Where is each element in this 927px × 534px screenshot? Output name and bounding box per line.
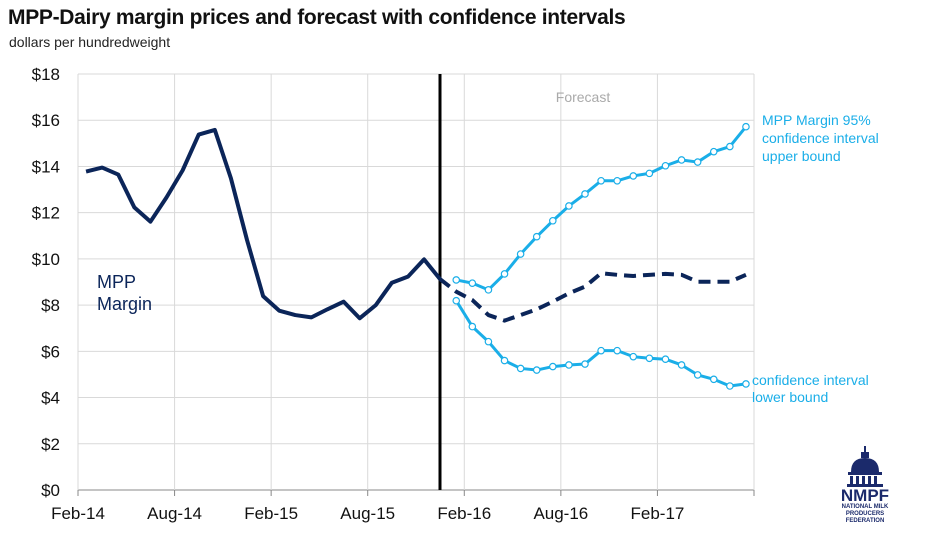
data-point (516, 250, 525, 258)
data-point (661, 161, 670, 170)
data-point (726, 142, 734, 151)
chart-title: MPP-Dairy margin prices and forecast wit… (8, 6, 626, 29)
data-point (677, 361, 686, 369)
data-point (629, 352, 638, 361)
chart-subtitle: dollars per hundredweight (9, 34, 171, 50)
series-line-1 (438, 271, 747, 323)
x-tick-label: Feb-16 (437, 504, 491, 523)
x-tick-label: Feb-14 (51, 504, 105, 523)
data-point (742, 380, 750, 388)
data-point (581, 360, 589, 368)
data-point (645, 354, 654, 363)
logo-line1: NATIONAL MILK (841, 504, 889, 510)
logo-name: NMPF (840, 486, 890, 505)
data-point (726, 382, 734, 390)
y-tick-label: $0 (41, 481, 60, 500)
series-line-0 (85, 127, 442, 321)
data-point (709, 147, 718, 156)
data-point (484, 286, 493, 294)
data-point (452, 276, 461, 284)
data-point (693, 371, 702, 379)
y-tick-label: $4 (41, 389, 60, 408)
y-tick-label: $12 (32, 204, 60, 223)
annotation-lower-bound: confidence interval lower bound (752, 372, 873, 405)
data-point (645, 169, 654, 178)
logo-line2: PRODUCERS FEDERATION (845, 511, 885, 524)
series-line-3 (454, 299, 747, 388)
data-point (549, 362, 557, 371)
data-point (468, 279, 477, 287)
y-tick-label: $6 (41, 342, 60, 361)
data-point (677, 156, 686, 164)
x-tick-label: Aug-16 (533, 504, 588, 523)
y-tick-label: $8 (41, 296, 60, 315)
data-point (693, 158, 702, 166)
data-point (597, 176, 605, 185)
data-point (709, 375, 718, 384)
data-point (661, 355, 670, 363)
data-point (565, 361, 573, 369)
data-point (532, 366, 541, 374)
y-tick-label: $16 (32, 111, 60, 130)
y-tick-label: $10 (32, 250, 60, 269)
forecast-label: Forecast (556, 89, 611, 105)
series-line-2 (455, 125, 748, 292)
data-point (549, 216, 557, 225)
data-point (468, 322, 477, 331)
data-point (484, 337, 493, 346)
annotation-mpp-margin: MPP Margin (97, 272, 152, 314)
data-point (742, 122, 750, 131)
data-point (452, 296, 461, 305)
y-tick-label: $2 (41, 435, 60, 454)
data-point (581, 190, 589, 198)
annotation-upper-bound: MPP Margin 95% confidence interval upper… (762, 112, 883, 164)
data-point (500, 356, 509, 365)
capitol-dome-icon (847, 446, 883, 487)
y-tick-label: $14 (32, 157, 60, 176)
x-tick-label: Feb-15 (244, 504, 298, 523)
data-point (597, 346, 605, 355)
nmpf-logo: NMPF NATIONAL MILK PRODUCERS FEDERATION (830, 446, 900, 525)
x-tick-label: Feb-17 (630, 504, 684, 523)
data-point (613, 346, 621, 355)
x-tick-label: Aug-15 (340, 504, 395, 523)
data-point (565, 202, 573, 210)
x-tick-label: Aug-14 (147, 504, 202, 523)
data-point (500, 270, 509, 278)
data-point (516, 364, 525, 373)
data-point (532, 232, 541, 241)
data-point (613, 176, 621, 185)
y-tick-label: $18 (32, 65, 60, 84)
data-point (629, 172, 638, 180)
